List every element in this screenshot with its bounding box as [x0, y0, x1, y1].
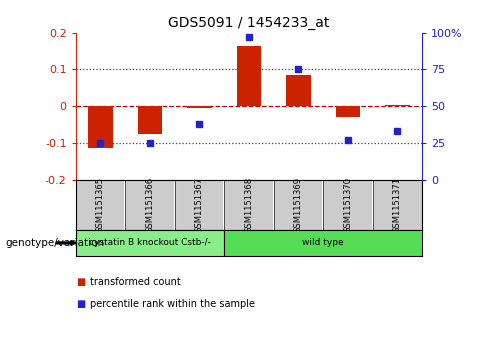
Bar [224, 230, 422, 256]
Text: GSM1151366: GSM1151366 [145, 177, 154, 233]
Text: GSM1151368: GSM1151368 [244, 177, 253, 233]
Text: ■: ■ [76, 299, 85, 309]
Bar [237, 45, 261, 106]
Text: GSM1151365: GSM1151365 [96, 177, 105, 233]
Text: GSM1151369: GSM1151369 [294, 177, 303, 233]
Text: wild type: wild type [302, 238, 344, 248]
Text: GSM1151370: GSM1151370 [344, 177, 352, 233]
Text: GSM1151371: GSM1151371 [393, 177, 402, 233]
Title: GDS5091 / 1454233_at: GDS5091 / 1454233_at [168, 16, 329, 30]
Text: cystatin B knockout Cstb-/-: cystatin B knockout Cstb-/- [89, 238, 211, 248]
Text: ■: ■ [76, 277, 85, 287]
Bar [88, 106, 113, 148]
Bar [187, 106, 212, 108]
Bar [385, 105, 410, 106]
Bar [336, 106, 360, 117]
Text: percentile rank within the sample: percentile rank within the sample [90, 299, 255, 309]
Bar [76, 230, 224, 256]
Text: GSM1151367: GSM1151367 [195, 177, 204, 233]
Text: transformed count: transformed count [90, 277, 181, 287]
Bar [286, 75, 311, 106]
Text: genotype/variation: genotype/variation [5, 238, 104, 248]
Bar [138, 106, 162, 134]
